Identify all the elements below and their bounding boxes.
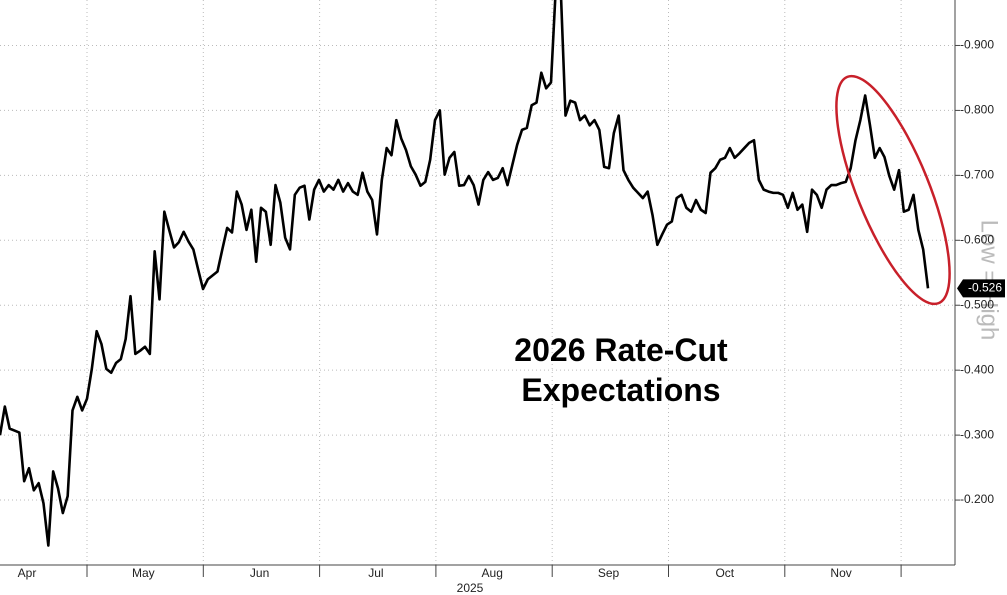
grid	[0, 0, 955, 565]
marks	[0, 0, 930, 547]
y-tick-label: -0.400	[960, 362, 994, 376]
y-tick-label: -0.800	[960, 103, 994, 117]
y-tick-label: -0.900	[960, 38, 994, 52]
x-tick-label: Sep	[598, 566, 620, 580]
x-tick-label: Jun	[250, 566, 269, 580]
x-tick-label: Nov	[830, 566, 851, 580]
x-tick-label: Aug	[482, 566, 503, 580]
x-tick-label: Jul	[368, 566, 383, 580]
y-tick-label: -0.700	[960, 168, 994, 182]
x-tick-label: Oct	[715, 566, 734, 580]
value-label: -0.526	[968, 281, 1002, 295]
y-tick-label: -0.600	[960, 232, 994, 246]
y-tick-label: -0.200	[960, 492, 994, 506]
value-label-box	[957, 279, 1005, 298]
x-axis-label: 2025	[457, 581, 484, 595]
x-tick-label: May	[132, 566, 155, 580]
y-tick-label: -0.500	[960, 297, 994, 311]
highlight-ellipse	[835, 74, 951, 306]
chart-title: 2026 Rate-Cut Expectations	[514, 332, 728, 408]
series-line	[0, 0, 930, 547]
y-tick-label: -0.300	[960, 427, 994, 441]
x-tick-label: Apr	[18, 566, 37, 580]
